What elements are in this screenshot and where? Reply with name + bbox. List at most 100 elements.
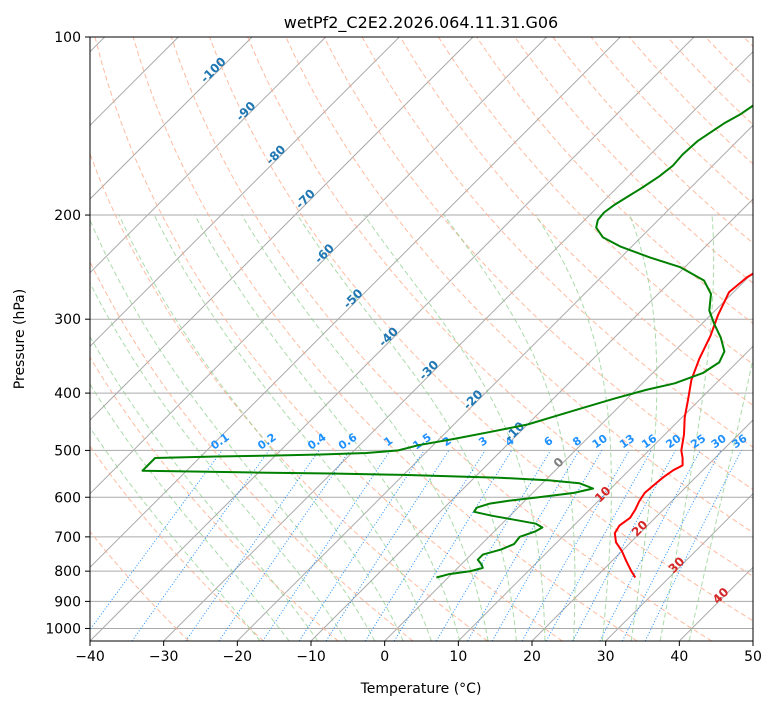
dry-adiabat-line <box>705 37 753 87</box>
y-axis: 100 200 300 400 500 600 700 800 900 1000 <box>45 30 90 637</box>
mixing-ratio-label: 10 <box>590 432 610 452</box>
moist-adiabat-line <box>297 214 517 641</box>
isotherm-label: -50 <box>340 286 365 311</box>
dry-adiabat-line <box>94 37 563 641</box>
isotherm-line <box>605 492 753 641</box>
mixing-ratio-label: 0.2 <box>255 431 278 453</box>
mixing-ratio-label: 13 <box>617 432 637 451</box>
dry-adiabat-line <box>90 152 488 641</box>
mixing-ratio-label: 1.5 <box>410 431 433 453</box>
isotherm-line <box>90 37 695 641</box>
dry-adiabat-line <box>476 37 753 325</box>
isotherm-line <box>384 271 753 641</box>
dewpoint-line <box>141 104 753 579</box>
mixing-ratio-line <box>364 450 486 641</box>
x-tick-label: 10 <box>449 649 467 665</box>
mixing-ratio-label: 0.4 <box>305 430 329 452</box>
moist-adiabat-line <box>363 214 546 641</box>
x-tick-label: 30 <box>597 649 615 665</box>
moist-adiabat-line <box>90 426 261 641</box>
y-axis-label: Pressure (hPa) <box>12 289 28 389</box>
isotherm-line <box>90 37 548 495</box>
moist-adiabat-line <box>90 335 319 641</box>
temperature-line <box>613 272 753 579</box>
isotherm-line <box>90 37 474 421</box>
moist-adiabat-line <box>629 214 658 641</box>
isotherm-line <box>752 640 753 641</box>
isotherm-line <box>163 50 753 641</box>
x-tick-label: 0 <box>380 649 389 665</box>
chart-title: wetPf2_C2E2.2026.064.11.31.G06 <box>284 13 558 33</box>
x-axis-label: Temperature (°C) <box>360 681 482 697</box>
dry-adiabat-line <box>170 37 712 641</box>
moist-adiabat-line <box>90 218 376 641</box>
mixing-ratio-label: 6 <box>542 434 556 449</box>
dry-adiabat-line <box>90 445 264 641</box>
isotherm-line <box>90 37 253 200</box>
y-tick-label: 300 <box>54 312 81 328</box>
background-lines <box>90 37 753 641</box>
isotherm-label: -30 <box>416 358 441 383</box>
isotherm-label: -80 <box>263 142 288 167</box>
isotherm-line <box>90 37 327 274</box>
mixing-ratio-line <box>621 450 722 641</box>
isotherm-line <box>90 37 621 569</box>
mixing-ratio-line <box>491 450 603 641</box>
y-tick-label: 200 <box>54 208 81 224</box>
dry-adiabat-line <box>514 37 753 284</box>
isotherm-line <box>678 566 753 641</box>
dry-adiabat-line <box>209 37 753 622</box>
x-tick-label: −20 <box>223 649 253 665</box>
moist-adiabat-line <box>659 214 715 641</box>
height-label: 10 <box>592 484 614 506</box>
dry-adiabat-line <box>90 356 339 641</box>
x-axis: −40 −30 −20 −10 0 10 20 30 40 50 <box>75 641 762 665</box>
x-tick-label: 20 <box>523 649 541 665</box>
y-tick-label: 500 <box>54 443 81 459</box>
isotherm-label: -60 <box>312 241 337 266</box>
x-tick-label: −10 <box>296 649 326 665</box>
mixing-ratio-line <box>262 450 391 641</box>
mixing-ratio-line <box>218 450 351 641</box>
mixing-ratio-line <box>298 450 425 641</box>
moist-adiabat-line <box>194 214 461 641</box>
dry-adiabat-line <box>399 37 753 407</box>
isotherm-label: -100 <box>198 55 229 86</box>
mixing-ratio-line <box>599 450 701 641</box>
plot-frame <box>89 36 754 642</box>
mixing-ratio-line <box>521 450 630 641</box>
x-tick-label: 40 <box>670 649 688 665</box>
mixing-ratio-label: 30 <box>709 432 729 452</box>
dry-adiabat-line <box>743 37 753 48</box>
dry-adiabat-line <box>590 37 753 205</box>
isotherm-label: -20 <box>460 387 485 412</box>
mixing-ratio-line <box>131 450 270 641</box>
dry-adiabat-line <box>247 37 753 577</box>
x-tick-label: −30 <box>149 649 179 665</box>
data-series <box>141 104 753 579</box>
x-tick-label: −40 <box>75 649 105 665</box>
isotherm-line <box>457 345 753 641</box>
x-tick-label: 50 <box>744 649 762 665</box>
mixing-ratio-line <box>644 450 742 641</box>
mixing-ratio-line <box>325 450 450 641</box>
y-tick-label: 900 <box>54 594 81 610</box>
mixing-ratio-label: 36 <box>729 432 749 452</box>
moist-adiabat-line <box>118 214 404 641</box>
moist-adiabat-line <box>90 281 347 641</box>
y-tick-label: 800 <box>54 564 81 580</box>
moist-adiabat-line <box>535 214 612 641</box>
moist-adiabat-line <box>241 214 489 641</box>
moist-adiabat-line <box>153 214 432 641</box>
moist-adiabat-line <box>90 383 290 641</box>
isotherm-line <box>236 124 753 641</box>
mixing-ratio-label: 1 <box>382 434 396 449</box>
y-tick-label: 1000 <box>45 621 81 637</box>
dry-adiabat-line <box>90 530 190 641</box>
dry-adiabat-line <box>437 37 753 365</box>
mixing-ratio-label: 0.1 <box>208 431 231 453</box>
background-line-labels: 0.1 0.2 0.4 0.6 1 1.5 2 3 4 6 8 10 13 16 20 25 30 36-100-… <box>198 55 750 607</box>
y-tick-label: 100 <box>54 30 81 46</box>
height-label: 30 <box>666 554 688 576</box>
